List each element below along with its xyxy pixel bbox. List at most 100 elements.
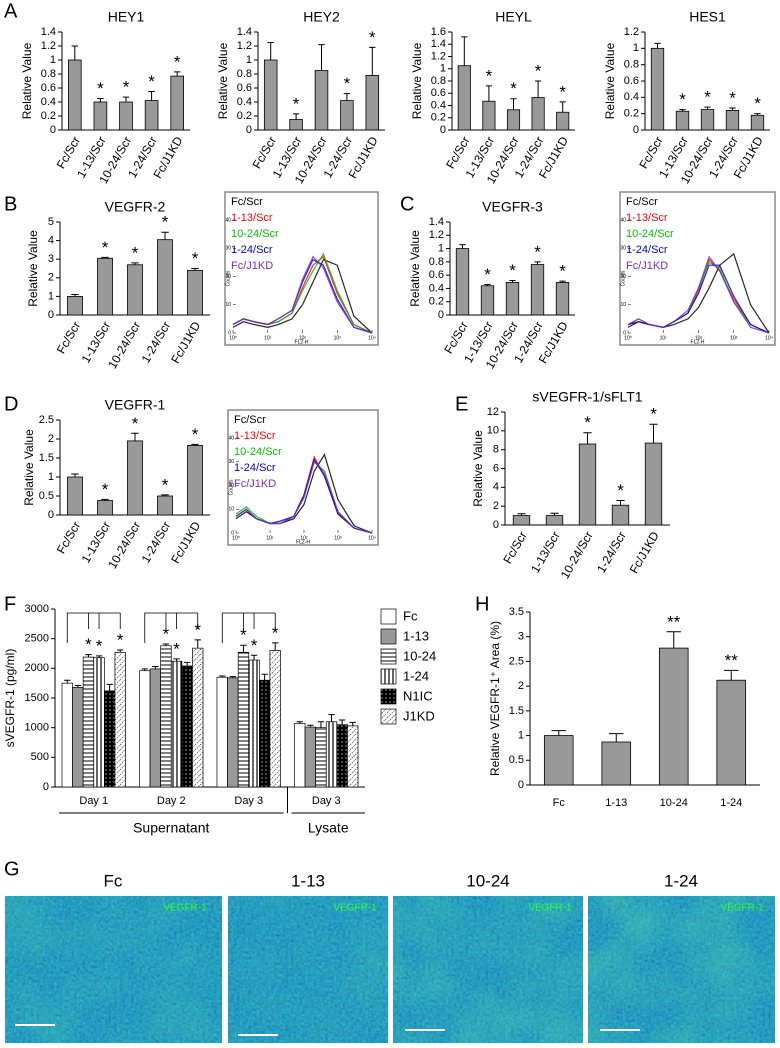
y-tick-label: 0.8	[624, 59, 639, 71]
x-tick-label: Day 3	[312, 795, 341, 807]
significance-mark: **	[725, 651, 739, 670]
y-axis-label: Relative VEGFR-1⁺ Area (%)	[488, 621, 502, 776]
bar	[61, 682, 73, 788]
y-tick-label: 0.8	[41, 68, 56, 80]
y-tick-label: 0.2	[624, 108, 639, 120]
y-tick-label: 2500	[25, 633, 49, 645]
x-tick-label: Fc/J1KD	[627, 529, 662, 576]
chart-title: VEGFR-2	[105, 199, 166, 215]
error-bar	[550, 512, 559, 516]
error-bar	[191, 268, 199, 271]
significance-mark: *	[704, 88, 711, 107]
y-axis-label: Relative Value	[603, 42, 617, 119]
error-bar	[101, 256, 109, 259]
bar	[505, 282, 520, 316]
stain-label: VEGFR-1	[333, 903, 377, 914]
x-tick-label: Fc	[553, 797, 566, 809]
error-bar	[117, 649, 124, 653]
significance-mark: *	[509, 261, 516, 280]
error-bar	[71, 294, 79, 297]
x-tick-label: Fc/J1KD	[168, 519, 203, 566]
bar	[127, 440, 143, 516]
bar	[97, 500, 113, 516]
bar	[160, 645, 172, 788]
error-bar	[183, 661, 191, 666]
y-axis-label: Relative Value	[408, 230, 422, 307]
bar	[365, 75, 380, 131]
y-tick-label: 1	[246, 54, 252, 66]
legend-label: Fc/J1KD	[234, 478, 276, 490]
bar	[750, 114, 765, 131]
significance-mark: *	[123, 78, 130, 97]
micrograph-signal	[228, 896, 388, 1043]
y-tick-label: 0.8	[431, 75, 446, 87]
bar	[67, 476, 83, 516]
chart-title: VEGFR-1	[105, 397, 166, 413]
error-bar	[510, 98, 517, 110]
significance-mark: *	[132, 414, 139, 433]
bar	[340, 100, 354, 131]
bar	[97, 257, 113, 316]
bar	[294, 723, 306, 788]
significance-mark: *	[754, 94, 761, 113]
bar	[336, 724, 348, 788]
error-bar	[534, 261, 541, 265]
legend-swatch	[380, 628, 397, 645]
y-tick-label: 0.2	[41, 110, 56, 122]
y-tick-label: 1.4	[431, 38, 446, 50]
micrograph-signal	[393, 896, 583, 1043]
y-tick-label: 30	[225, 246, 231, 252]
significance-mark: *	[535, 61, 542, 80]
significance-mark: *	[163, 624, 170, 643]
legend-label: 1-13	[403, 628, 429, 643]
image-title: Fc	[104, 871, 123, 890]
y-tick-label: 0	[48, 509, 54, 521]
y-tick-label: 20	[225, 274, 231, 280]
plot-frame	[224, 191, 379, 346]
comparison-bracket	[66, 612, 121, 643]
y-tick-label: 0.6	[429, 269, 444, 281]
panel-label: E	[455, 393, 468, 415]
error-bar	[71, 473, 79, 477]
error-bar	[74, 685, 82, 688]
error-bar	[609, 733, 624, 742]
error-bar	[317, 721, 325, 728]
x-tick-label: 10⁰	[624, 335, 632, 341]
significance-mark: *	[97, 79, 104, 98]
y-tick-label: 1	[633, 42, 639, 54]
y-tick-label: 1500	[25, 692, 49, 704]
x-tick-label: Fc/J1KD	[168, 319, 203, 366]
error-bar	[161, 494, 169, 496]
significance-mark: *	[192, 425, 199, 444]
y-tick-label: 0.4	[429, 282, 444, 294]
error-bar	[267, 42, 274, 60]
y-tick-label: 0.2	[237, 110, 252, 122]
significance-mark: *	[617, 481, 624, 500]
panel-label: G	[4, 858, 20, 880]
plot-frame	[227, 409, 379, 546]
panel-label: B	[4, 193, 17, 215]
y-tick-label: 10	[487, 425, 499, 437]
bar	[304, 726, 317, 788]
bar	[192, 647, 204, 788]
panel-label: C	[400, 193, 414, 215]
y-tick-label: 4	[48, 235, 54, 247]
bar	[216, 676, 228, 788]
error-bar	[666, 631, 681, 649]
legend-label: Fc/Scr	[234, 414, 266, 426]
bar	[144, 100, 159, 131]
error-bar	[318, 44, 325, 71]
error-bar	[729, 107, 736, 111]
significance-mark: *	[194, 620, 201, 639]
y-tick-label: 0	[228, 330, 231, 336]
legend-label: 10-24/Scr	[234, 446, 282, 458]
significance-mark: *	[293, 94, 300, 113]
bar	[658, 647, 689, 786]
y-tick-label: 1	[48, 290, 54, 302]
y-tick-label: 0	[438, 309, 444, 321]
bar	[543, 735, 574, 786]
y-tick-label: 10	[228, 507, 234, 513]
x-tick-label: 10³	[334, 535, 342, 541]
error-bar	[174, 71, 181, 77]
bar	[506, 109, 521, 131]
